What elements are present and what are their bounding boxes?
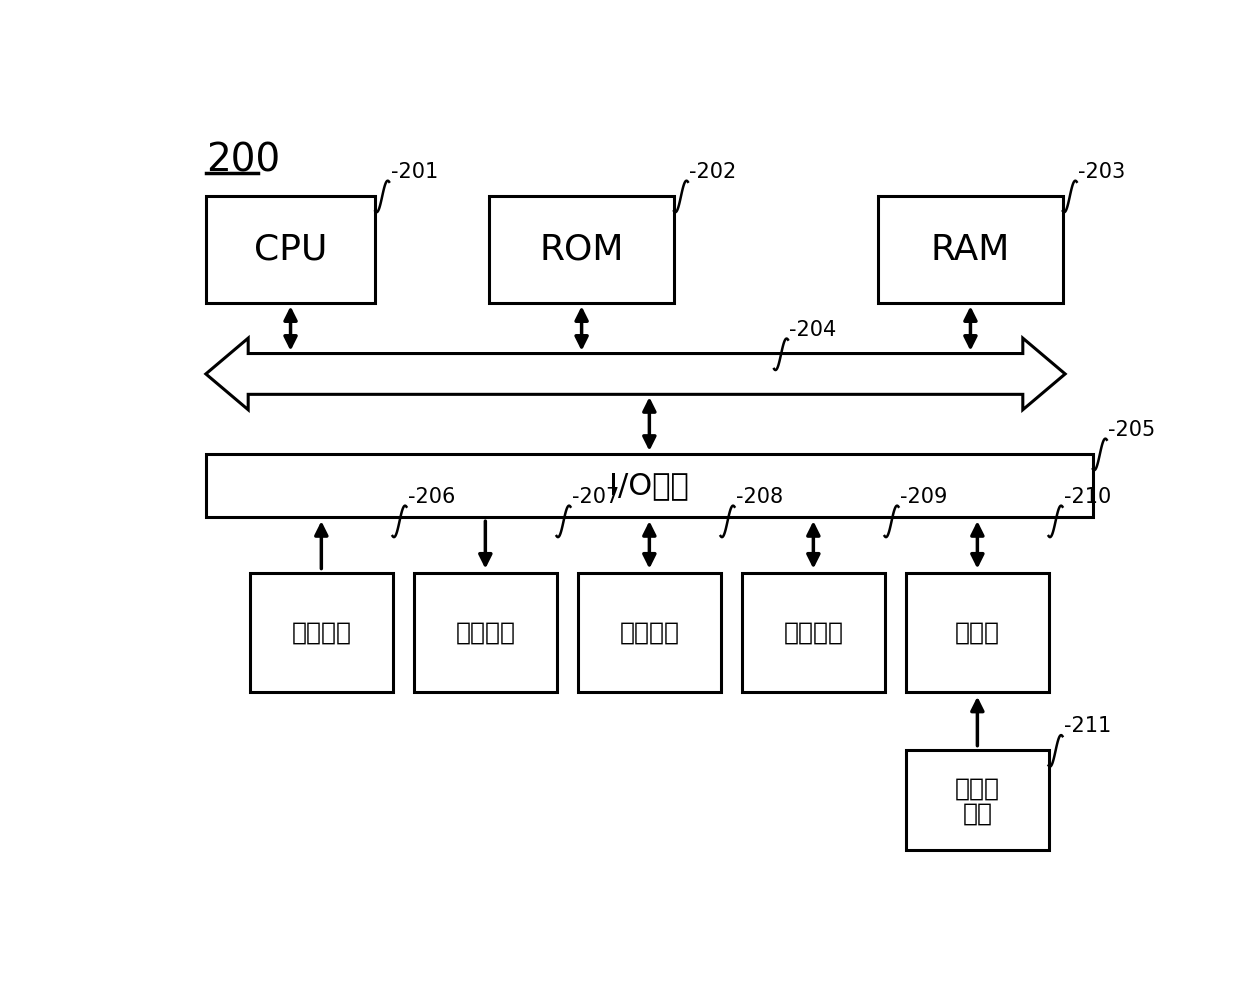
Text: 介质: 介质	[962, 802, 992, 826]
Bar	[906, 750, 1049, 851]
Text: -211: -211	[1064, 716, 1111, 736]
Text: 输出部分: 输出部分	[455, 621, 516, 645]
Text: -206: -206	[408, 487, 455, 506]
Text: -204: -204	[790, 319, 837, 339]
Text: -205: -205	[1109, 419, 1156, 440]
Text: RAM: RAM	[931, 232, 1011, 267]
Text: -207: -207	[572, 487, 619, 506]
Bar	[490, 196, 675, 304]
Text: 可拆卸: 可拆卸	[955, 776, 999, 800]
Text: -209: -209	[900, 487, 947, 506]
Bar	[250, 573, 393, 692]
Text: I/O接口: I/O接口	[610, 471, 689, 499]
Text: 200: 200	[206, 141, 280, 180]
Text: 通信部分: 通信部分	[784, 621, 843, 645]
Text: 储存部分: 储存部分	[619, 621, 680, 645]
Text: -203: -203	[1079, 162, 1126, 182]
Bar	[578, 573, 720, 692]
Bar	[206, 196, 376, 304]
Text: 驱动器: 驱动器	[955, 621, 999, 645]
Text: -201: -201	[391, 162, 438, 182]
Bar	[878, 196, 1063, 304]
Bar	[206, 454, 1092, 517]
Text: -210: -210	[1064, 487, 1111, 506]
Polygon shape	[206, 338, 1065, 409]
Text: 输入部分: 输入部分	[291, 621, 351, 645]
Text: CPU: CPU	[254, 232, 327, 267]
Text: -202: -202	[689, 162, 737, 182]
Text: -208: -208	[737, 487, 784, 506]
Bar	[906, 573, 1049, 692]
Bar	[414, 573, 557, 692]
Bar	[743, 573, 884, 692]
Text: ROM: ROM	[539, 232, 624, 267]
